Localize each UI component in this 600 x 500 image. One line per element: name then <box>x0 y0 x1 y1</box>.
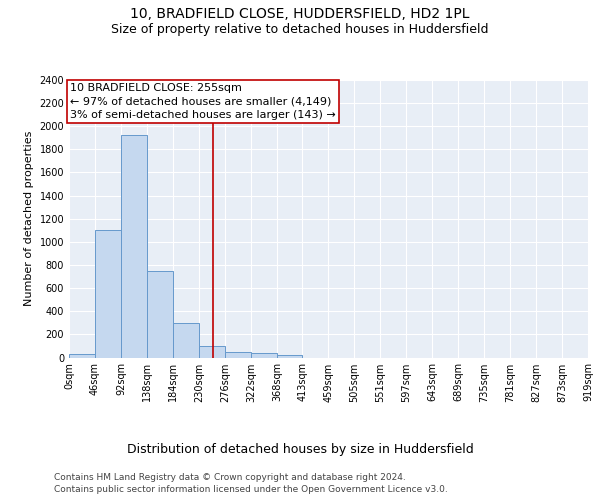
Bar <box>251 353 277 358</box>
Bar <box>199 346 225 358</box>
Bar <box>95 230 121 358</box>
Text: Size of property relative to detached houses in Huddersfield: Size of property relative to detached ho… <box>111 22 489 36</box>
Bar <box>277 355 302 358</box>
Text: Distribution of detached houses by size in Huddersfield: Distribution of detached houses by size … <box>127 442 473 456</box>
Bar <box>69 354 95 358</box>
Text: 10, BRADFIELD CLOSE, HUDDERSFIELD, HD2 1PL: 10, BRADFIELD CLOSE, HUDDERSFIELD, HD2 1… <box>130 8 470 22</box>
Bar <box>225 352 251 358</box>
Bar <box>173 323 199 358</box>
Text: Contains HM Land Registry data © Crown copyright and database right 2024.: Contains HM Land Registry data © Crown c… <box>54 472 406 482</box>
Bar <box>121 136 147 358</box>
Bar <box>147 271 173 358</box>
Y-axis label: Number of detached properties: Number of detached properties <box>24 131 34 306</box>
Text: 10 BRADFIELD CLOSE: 255sqm
← 97% of detached houses are smaller (4,149)
3% of se: 10 BRADFIELD CLOSE: 255sqm ← 97% of deta… <box>70 84 336 120</box>
Text: Contains public sector information licensed under the Open Government Licence v3: Contains public sector information licen… <box>54 485 448 494</box>
